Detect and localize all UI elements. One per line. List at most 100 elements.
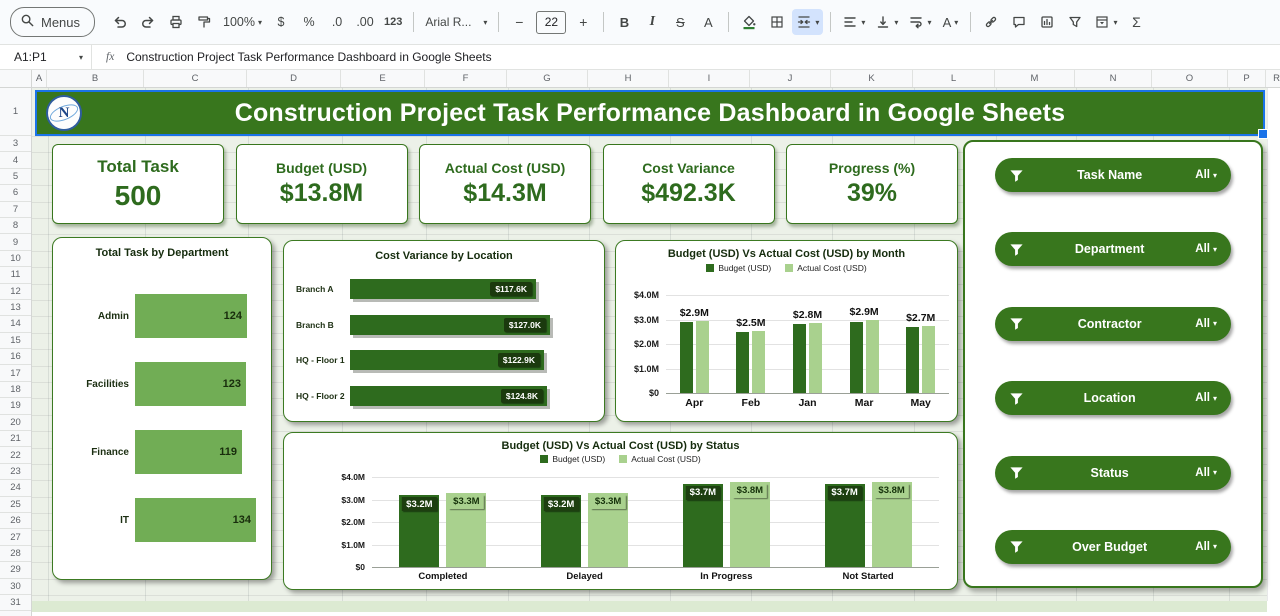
currency-format-button[interactable]: $ [277, 15, 285, 29]
insert-chart-button[interactable] [1034, 9, 1060, 35]
increase-font-size-button[interactable]: + [579, 14, 588, 30]
paint-format-button[interactable] [191, 9, 217, 35]
row-header-20[interactable]: 20 [0, 415, 31, 432]
redo-button[interactable] [135, 9, 161, 35]
row-header-14[interactable]: 14 [0, 316, 31, 333]
row-header-1[interactable]: 1 [0, 88, 31, 136]
column-header-L[interactable]: L [913, 70, 995, 87]
functions-button[interactable]: Σ [1132, 14, 1141, 30]
column-header-N[interactable]: N [1075, 70, 1152, 87]
row-header-28[interactable]: 28 [0, 546, 31, 563]
row-header-13[interactable]: 13 [0, 300, 31, 317]
text-rotation-button[interactable]: A ▾ [937, 9, 963, 35]
dashboard-banner[interactable]: N Construction Project Task Performance … [35, 90, 1268, 139]
row-header-9[interactable]: 9 [0, 234, 31, 251]
column-header-I[interactable]: I [669, 70, 750, 87]
row-header-19[interactable]: 19 [0, 398, 31, 415]
row-header-16[interactable]: 16 [0, 349, 31, 366]
column-header-M[interactable]: M [995, 70, 1075, 87]
insert-comment-button[interactable] [1006, 9, 1032, 35]
menus-button[interactable]: Menus [10, 7, 96, 37]
column-header-H[interactable]: H [588, 70, 669, 87]
undo-button[interactable] [107, 9, 133, 35]
row-header-25[interactable]: 25 [0, 497, 31, 513]
column-header-J[interactable]: J [750, 70, 831, 87]
column-header-G[interactable]: G [507, 70, 588, 87]
column-header-C[interactable]: C [144, 70, 247, 87]
italic-button[interactable]: I [649, 14, 656, 29]
font-size-input[interactable]: 22 [536, 10, 567, 34]
slicer-over-budget[interactable]: Over Budget All ▾ [995, 529, 1231, 564]
text-color-button[interactable]: A [704, 14, 713, 30]
slicer-department[interactable]: Department All ▾ [995, 232, 1231, 267]
row-header-11[interactable]: 11 [0, 267, 31, 284]
zoom-selector[interactable]: 100% ▾ [219, 9, 266, 35]
fill-color-button[interactable] [736, 9, 762, 35]
row-header-29[interactable]: 29 [0, 562, 31, 579]
bold-button[interactable]: B [619, 14, 630, 30]
vertical-align-button[interactable]: ▾ [871, 9, 902, 35]
slicer-task-name[interactable]: Task Name All ▾ [995, 158, 1231, 192]
borders-button[interactable] [764, 9, 790, 35]
column-header-O[interactable]: O [1152, 70, 1228, 87]
row-header-31[interactable]: 31 [0, 595, 31, 612]
font-selector[interactable]: Arial R... ▾ [421, 9, 491, 35]
increase-decimal-button[interactable]: .00 [356, 15, 374, 29]
slicer-value-dropdown[interactable]: All ▾ [1195, 392, 1217, 405]
row-header-17[interactable]: 17 [0, 365, 31, 382]
row-header-7[interactable]: 7 [0, 202, 31, 218]
filter-views-button[interactable]: ▾ [1090, 9, 1121, 35]
slicer-value-dropdown[interactable]: All ▾ [1195, 540, 1217, 553]
kpi-label: Progress (%) [828, 160, 916, 176]
name-box[interactable]: A1:P1 ▾ [0, 45, 92, 69]
row-header-8[interactable]: 8 [0, 218, 31, 235]
row-header-26[interactable]: 26 [0, 513, 31, 530]
column-header-K[interactable]: K [831, 70, 913, 87]
formula-input[interactable]: Construction Project Task Performance Da… [126, 50, 492, 64]
column-header-A[interactable]: A [32, 70, 47, 87]
horizontal-align-button[interactable]: ▾ [838, 9, 869, 35]
percent-format-button[interactable]: % [303, 15, 315, 29]
print-button[interactable] [163, 9, 189, 35]
insert-link-button[interactable] [978, 9, 1004, 35]
sheet-grid[interactable]: N Construction Project Task Performance … [32, 88, 1280, 616]
decrease-decimal-button[interactable]: .0 [331, 15, 343, 29]
slicer-value-dropdown[interactable]: All ▾ [1195, 466, 1217, 479]
slicer-value-dropdown[interactable]: All ▾ [1195, 169, 1217, 181]
row-header-10[interactable]: 10 [0, 251, 31, 268]
row-header-18[interactable]: 18 [0, 382, 31, 399]
create-filter-button[interactable] [1062, 9, 1088, 35]
row-header-6[interactable]: 6 [0, 185, 31, 202]
row-header-23[interactable]: 23 [0, 464, 31, 481]
row-header-15[interactable]: 15 [0, 333, 31, 350]
strikethrough-button[interactable]: S [676, 14, 685, 30]
row-header-21[interactable]: 21 [0, 431, 31, 448]
column-header-F[interactable]: F [425, 70, 507, 87]
row-header-24[interactable]: 24 [0, 480, 31, 497]
column-header-R[interactable]: R [1266, 70, 1280, 87]
row-header-3[interactable]: 3 [0, 136, 31, 153]
row-header-5[interactable]: 5 [0, 169, 31, 186]
more-formats-button[interactable]: 123 [384, 16, 403, 28]
column-header-B[interactable]: B [47, 70, 144, 87]
slicer-contractor[interactable]: Contractor All ▾ [995, 306, 1231, 341]
merge-cells-button[interactable]: ▾ [792, 9, 824, 35]
column-header-D[interactable]: D [247, 70, 341, 87]
slicer-value-dropdown[interactable]: All ▾ [1195, 243, 1217, 256]
text-wrap-button[interactable]: ▾ [904, 9, 935, 35]
column-header-P[interactable]: P [1228, 70, 1266, 87]
row-header-22[interactable]: 22 [0, 447, 31, 464]
row-header-4[interactable]: 4 [0, 152, 31, 169]
fill-color-icon [741, 14, 757, 30]
row-header-12[interactable]: 12 [0, 284, 31, 300]
decrease-font-size-button[interactable]: − [515, 14, 524, 30]
select-all-corner[interactable] [0, 70, 32, 87]
slicer-location[interactable]: Location All ▾ [995, 381, 1231, 416]
column-header-E[interactable]: E [341, 70, 425, 87]
row-header-30[interactable]: 30 [0, 579, 31, 595]
row-header-27[interactable]: 27 [0, 529, 31, 546]
slicer-status[interactable]: Status All ▾ [995, 455, 1231, 490]
slicer-value-dropdown[interactable]: All ▾ [1195, 317, 1217, 330]
selection-fill-handle[interactable] [1258, 129, 1268, 139]
kpi-value: $13.8M [279, 179, 364, 207]
